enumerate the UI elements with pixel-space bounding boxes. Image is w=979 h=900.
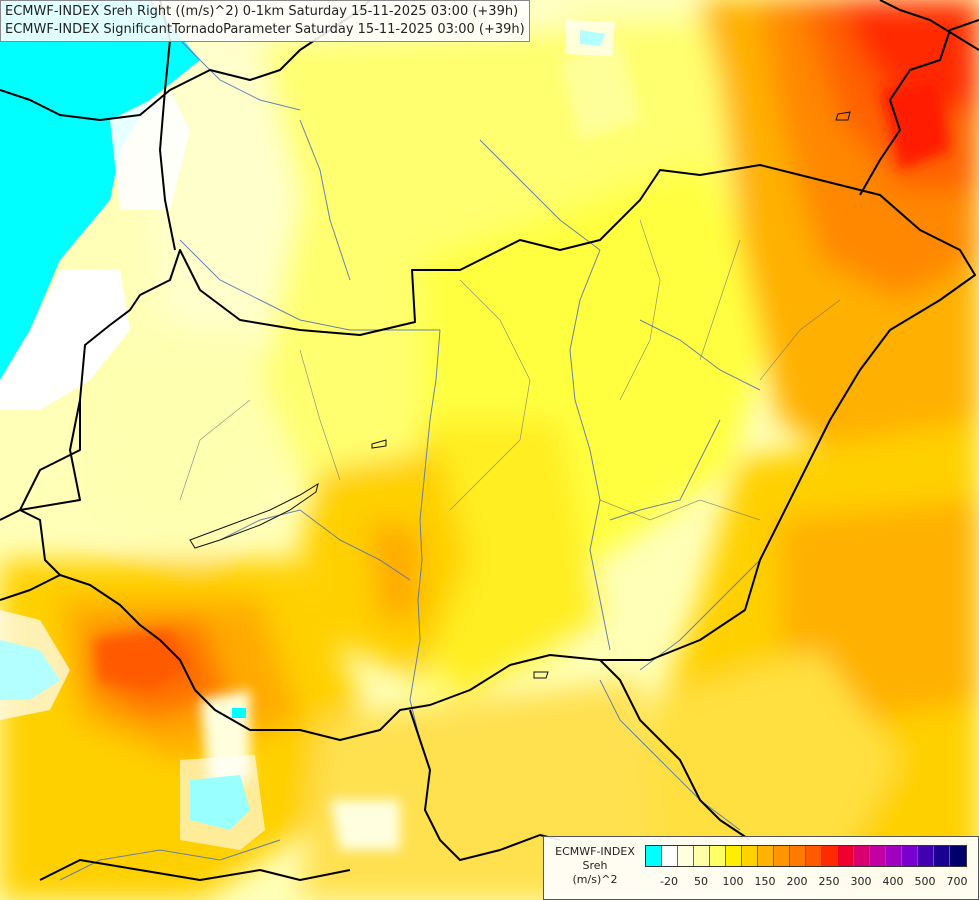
lake-small-2 [835, 111, 851, 121]
legend-swatch [646, 846, 662, 866]
lake-small-1 [371, 439, 387, 449]
lakes [189, 111, 851, 679]
negative-sreh-areas [0, 0, 615, 850]
cyan-area-west [0, 0, 200, 380]
legend-title-variable: Sreh [582, 859, 608, 872]
map-header: ECMWF-INDEX Sreh Right ((m/s)^2) 0-1km S… [0, 0, 530, 42]
legend-swatch [854, 846, 870, 866]
border-southwest [0, 574, 61, 601]
legend-title: ECMWF-INDEX Sreh (m/s)^2 [548, 845, 642, 887]
legend-tick-label: 100 [722, 875, 744, 888]
cyan-spot-sw-border [232, 708, 246, 718]
border-ne-top [879, 0, 979, 51]
legend-swatch [710, 846, 726, 866]
border-northeast [859, 19, 979, 196]
legend-tick-label: 400 [882, 875, 904, 888]
legend-swatch [662, 846, 678, 866]
legend-swatch [742, 846, 758, 866]
legend-swatch [870, 846, 886, 866]
legend-swatch [726, 846, 742, 866]
border-south [409, 709, 561, 861]
border-west-lower [0, 399, 81, 521]
legend-tick-label: 300 [850, 875, 872, 888]
legend-swatch [694, 846, 710, 866]
legend-title-unit: (m/s)^2 [572, 873, 618, 886]
legend-tick-label: 50 [694, 875, 708, 888]
lake-small-3 [533, 671, 549, 679]
legend-swatch [790, 846, 806, 866]
header-line-sreh: ECMWF-INDEX Sreh Right ((m/s)^2) 0-1km S… [5, 4, 519, 19]
legend-swatch [902, 846, 918, 866]
legend-tick-label: 150 [754, 875, 776, 888]
legend-swatch [918, 846, 934, 866]
region-lines [179, 219, 841, 521]
border-hungary [19, 164, 976, 741]
legend-tick-label: 700 [946, 875, 968, 888]
white-spot-north [565, 20, 615, 56]
white-area-west [0, 270, 130, 410]
legend-ticks: -20 50 100 150 200 250 300 400 500 700 [645, 875, 975, 891]
legend-swatch [758, 846, 774, 866]
legend-swatch [838, 846, 854, 866]
border-south-west [39, 859, 351, 881]
color-legend: ECMWF-INDEX Sreh (m/s)^2 -20 50 100 150 200 2… [543, 836, 979, 900]
header-line-stp: ECMWF-INDEX SignificantTornadoParameter … [5, 22, 525, 37]
legend-tick-label: 250 [818, 875, 840, 888]
legend-color-bar [645, 845, 967, 867]
legend-swatch [950, 846, 966, 866]
legend-tick-label: -20 [660, 875, 678, 888]
legend-swatch [678, 846, 694, 866]
legend-tick-label: 200 [786, 875, 808, 888]
legend-swatch [934, 846, 950, 866]
white-halo-south [180, 755, 265, 850]
legend-title-source: ECMWF-INDEX [555, 845, 635, 858]
legend-swatch [806, 846, 822, 866]
border-southeast [599, 659, 751, 841]
legend-tick-label: 500 [914, 875, 936, 888]
lake-balaton [189, 482, 319, 549]
legend-swatch [886, 846, 902, 866]
white-area-southwest [0, 610, 70, 720]
legend-swatch [822, 846, 838, 866]
white-patch-northwest [110, 90, 190, 210]
legend-swatch [774, 846, 790, 866]
